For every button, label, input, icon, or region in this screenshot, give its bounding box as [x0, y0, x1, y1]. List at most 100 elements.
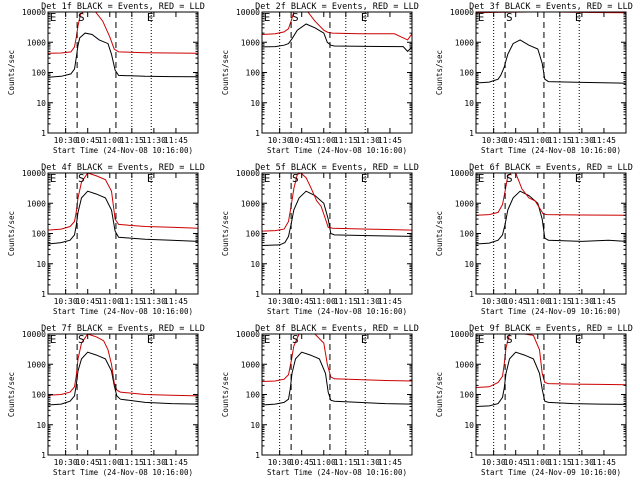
lld-series-line — [262, 173, 412, 232]
y-tick-label: 100 — [460, 69, 475, 78]
end-marker-label: E — [264, 11, 271, 24]
panel-title: Det 2f BLACK = Events, RED = LLD — [255, 2, 419, 12]
x-tick-label: 10:30 — [54, 297, 78, 306]
y-tick-label: 1000 — [241, 38, 260, 47]
panel-title: Det 9f BLACK = Events, RED = LLD — [469, 324, 633, 334]
y-tick-label: 1000 — [455, 199, 474, 208]
x-tick-label: 10:45 — [290, 136, 314, 145]
y-tick-label: 10000 — [450, 8, 474, 17]
lld-series-line — [48, 12, 198, 54]
x-axis-label: Start Time (24-Nov-08 10:16:00) — [267, 146, 407, 155]
panel-det-2: 1 10 100 1000 10000 10:3010:4511:0011:1511:30… — [221, 2, 419, 155]
x-tick-label: 11:30 — [570, 458, 594, 467]
y-axis-label: Counts/sec — [435, 372, 444, 417]
x-tick-label: 11:00 — [526, 458, 550, 467]
panel-title: Det 7f BLACK = Events, RED = LLD — [41, 324, 205, 334]
y-tick-label: 10 — [36, 260, 46, 269]
panel-title: Det 3f BLACK = Events, RED = LLD — [469, 2, 633, 12]
lld-series-line — [48, 173, 198, 231]
start-marker-label: S — [292, 333, 299, 346]
y-tick-label: 1000 — [27, 360, 46, 369]
y-tick-label: 100 — [246, 230, 261, 239]
y-tick-label: 10000 — [22, 330, 46, 339]
end-marker-label: E — [147, 333, 154, 346]
y-tick-label: 1000 — [27, 38, 46, 47]
start-marker-label: S — [506, 11, 513, 24]
start-marker-label: S — [78, 333, 85, 346]
events-series-line — [48, 190, 198, 245]
panel-det-9: 1 10 100 1000 10000 10:3010:4511:0011:1511:30… — [435, 324, 633, 477]
plot-frame — [261, 333, 413, 456]
y-tick-label: 10000 — [22, 8, 46, 17]
y-tick-label: 10000 — [236, 169, 260, 178]
plot-frame — [47, 11, 199, 134]
x-tick-label: 11:00 — [98, 297, 122, 306]
events-series-line — [476, 190, 626, 245]
x-tick-label: 10:45 — [76, 136, 100, 145]
y-tick-label: 10000 — [450, 330, 474, 339]
end-marker-label: E — [478, 172, 485, 185]
x-tick-label: 10:45 — [290, 297, 314, 306]
y-tick-label: 10000 — [236, 8, 260, 17]
y-tick-label: 100 — [246, 69, 261, 78]
start-marker-label: S — [506, 172, 513, 185]
x-tick-label: 11:00 — [98, 458, 122, 467]
y-tick-label: 10000 — [236, 330, 260, 339]
x-tick-label: 11:45 — [592, 458, 616, 467]
x-tick-label: 10:30 — [482, 458, 506, 467]
plot-frame — [475, 172, 627, 295]
x-tick-label: 11:15 — [120, 458, 144, 467]
y-axis-label: Counts/sec — [435, 50, 444, 95]
panel-det-7: 1 10 100 1000 10000 10:3010:4511:0011:1511:30… — [7, 324, 205, 477]
end-marker-label: E — [264, 333, 271, 346]
x-tick-label: 11:15 — [334, 458, 358, 467]
x-tick-label: 11:00 — [312, 297, 336, 306]
x-tick-label: 11:15 — [120, 297, 144, 306]
y-tick-label: 10 — [250, 99, 260, 108]
y-axis-label: Counts/sec — [435, 211, 444, 256]
x-tick-label: 11:15 — [548, 297, 572, 306]
y-tick-label: 1000 — [241, 360, 260, 369]
y-axis-label: Counts/sec — [221, 372, 230, 417]
x-tick-label: 11:00 — [312, 458, 336, 467]
x-tick-label: 10:30 — [268, 297, 292, 306]
y-tick-label: 10000 — [22, 169, 46, 178]
panel-title: Det 1f BLACK = Events, RED = LLD — [41, 2, 205, 12]
y-tick-label: 1000 — [455, 38, 474, 47]
x-tick-label: 11:00 — [526, 136, 550, 145]
x-tick-label: 10:30 — [482, 297, 506, 306]
x-tick-label: 10:45 — [504, 297, 528, 306]
y-tick-label: 1 — [41, 451, 46, 460]
y-tick-label: 10 — [464, 421, 474, 430]
panel-det-4: 1 10 100 1000 10000 10:3010:4511:0011:1511:30… — [7, 163, 205, 316]
events-series-line — [48, 32, 198, 78]
y-tick-label: 1 — [255, 290, 260, 299]
x-axis-label: Start Time (24-Nov-09 10:16:00) — [481, 307, 621, 316]
x-axis-label: Start Time (24-Nov-09 10:16:00) — [481, 468, 621, 477]
y-tick-label: 1 — [469, 451, 474, 460]
y-tick-label: 1 — [469, 290, 474, 299]
lld-series-line — [476, 173, 626, 216]
end-marker-label: E — [575, 333, 582, 346]
x-tick-label: 10:30 — [268, 458, 292, 467]
panel-det-3: 1 10 100 1000 10000 10:3010:4511:0011:1511:30… — [435, 2, 633, 155]
y-tick-label: 100 — [32, 69, 47, 78]
y-axis-label: Counts/sec — [7, 50, 16, 95]
x-tick-label: 10:30 — [54, 136, 78, 145]
x-axis-label: Start Time (24-Nov-08 10:16:00) — [481, 146, 621, 155]
y-tick-label: 100 — [460, 230, 475, 239]
y-tick-label: 10 — [250, 260, 260, 269]
x-tick-label: 11:15 — [334, 136, 358, 145]
plot-frame — [47, 333, 199, 456]
x-tick-label: 11:45 — [592, 297, 616, 306]
events-series-line — [262, 351, 412, 406]
y-tick-label: 1 — [41, 129, 46, 138]
y-tick-label: 10 — [250, 421, 260, 430]
end-marker-label: E — [361, 11, 368, 24]
x-tick-label: 11:30 — [142, 136, 166, 145]
x-tick-label: 10:45 — [290, 458, 314, 467]
lld-series-line — [476, 334, 626, 388]
x-tick-label: 11:30 — [356, 136, 380, 145]
panel-title: Det 4f BLACK = Events, RED = LLD — [41, 163, 205, 173]
y-axis-label: Counts/sec — [221, 211, 230, 256]
